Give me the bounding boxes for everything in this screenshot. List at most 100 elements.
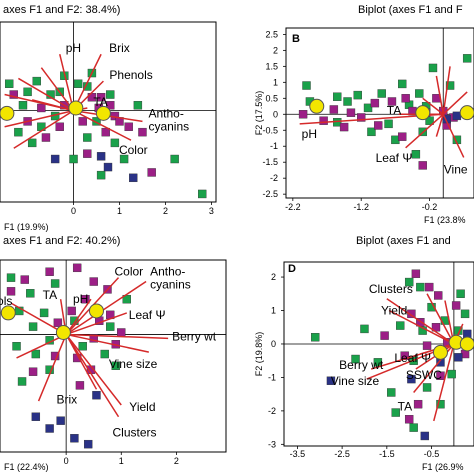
observation-point-green: [12, 342, 21, 351]
observation-point-magenta: [398, 132, 407, 141]
panel-title: axes F1 and F2: 38.4%): [3, 4, 120, 16]
y-tick-label: 1: [273, 77, 278, 87]
observation-point-green: [404, 277, 414, 287]
observation-point-green: [391, 408, 400, 417]
observation-point-green: [110, 138, 120, 148]
observation-point-magenta: [329, 105, 339, 114]
observation-point-green: [456, 289, 465, 298]
variable-vector: [65, 333, 122, 406]
vector-label: TA: [387, 103, 401, 117]
y-tick-label: 2: [273, 45, 278, 55]
vector-label: TA: [398, 399, 412, 413]
observation-point-magenta: [413, 399, 423, 409]
observation-point-green: [416, 282, 425, 292]
observation-point-magenta: [117, 328, 126, 337]
observation-point-green: [18, 101, 28, 110]
biplot-panel-b: Biplot (axes F1 and F pH TA Leaf Ψ Vine B -2.2…: [254, 4, 474, 225]
observation-point-green: [462, 54, 472, 63]
y-tick-label: -1: [270, 141, 278, 151]
observation-point-magenta: [6, 287, 16, 296]
x-tick-label: 1: [119, 456, 124, 466]
vector-label: Color: [119, 143, 148, 157]
observation-point-green: [17, 377, 27, 386]
vector-label: ols: [0, 294, 12, 308]
group-centroid: [95, 105, 111, 121]
observation-point-magenta: [83, 149, 92, 158]
vector-label: SSWC: [406, 368, 442, 382]
observation-point-green: [92, 117, 101, 126]
plot-area: [0, 260, 226, 452]
y-tick-label: -2.5: [262, 189, 278, 199]
group-centroid: [0, 305, 16, 321]
y-tick-label: -2: [268, 406, 276, 416]
group-centroid: [309, 98, 325, 114]
observation-point-magenta: [106, 101, 115, 110]
vector-label: Color: [115, 265, 144, 279]
variable-vector: [433, 343, 455, 422]
x-axis-label: F1 (19.9%): [4, 222, 49, 232]
observation-point-green: [436, 399, 445, 409]
observation-point-green: [377, 89, 386, 98]
observation-point-green: [73, 79, 83, 88]
variable-vector: [66, 333, 169, 340]
observation-point-magenta: [401, 94, 410, 103]
x-axis-label: F1 (22.4%): [4, 462, 49, 472]
vector-label: pH: [73, 292, 88, 306]
variable-vector: [65, 312, 128, 336]
observation-point-magenta: [75, 381, 85, 390]
observation-point-magenta: [380, 331, 389, 340]
observation-point-magenta: [53, 318, 63, 327]
vector-label: Yield: [129, 400, 155, 414]
y-tick-label: -2: [270, 173, 278, 183]
observation-point-magenta: [298, 110, 308, 119]
plot-area: [284, 262, 474, 446]
y-tick-label: 2: [271, 272, 276, 282]
vector-label: Vine size: [331, 374, 380, 388]
observation-point-green: [26, 289, 35, 298]
panel-letter: D: [288, 263, 296, 275]
observation-point-green: [50, 279, 60, 288]
observation-point-green: [106, 90, 115, 99]
observation-point-magenta: [72, 263, 82, 273]
vector-label: Brix: [56, 392, 77, 406]
observation-point-magenta: [9, 90, 18, 99]
observation-point-magenta: [425, 282, 434, 292]
observation-point-green: [396, 321, 405, 330]
observation-point-magenta: [404, 415, 414, 424]
observation-point-green: [198, 189, 207, 199]
variable-vector: [65, 334, 120, 418]
biplot-panel-c: axes F1 and F2: 40.2%) Color Antho-cyanins…: [0, 235, 227, 472]
variable-vector: [435, 114, 444, 137]
observation-point-green: [460, 309, 470, 319]
panel-title: axes F1 and F2: 40.2%): [3, 235, 120, 247]
variable-vector: [31, 99, 74, 112]
y-axis-label: F2 (17.5%): [254, 91, 264, 136]
x-tick-label: -1.5: [379, 449, 395, 459]
observation-point-magenta: [147, 168, 156, 177]
x-tick-label: 1: [117, 206, 122, 216]
observation-point-green: [83, 133, 92, 142]
x-tick-label: 0: [64, 456, 69, 466]
y-tick-label: 0: [273, 109, 278, 119]
variable-vector: [18, 77, 74, 112]
plot-area: [286, 28, 474, 198]
vector-label: Brix: [109, 41, 130, 55]
panel-title: Biplot (axes F1 and F: [358, 4, 463, 16]
observation-point-green: [428, 63, 438, 73]
observation-point-green: [119, 154, 129, 164]
observation-point-green: [6, 273, 16, 282]
observation-point-magenta: [436, 371, 445, 380]
observation-point-magenta: [37, 103, 46, 113]
plot-frame: [283, 261, 474, 447]
x-tick-label: 3: [209, 206, 214, 216]
observation-point-navy: [45, 424, 54, 433]
y-tick-label: 1.5: [265, 61, 278, 71]
plot-area: [0, 22, 216, 202]
observation-point-magenta: [346, 108, 356, 117]
vector-label: Yield: [381, 304, 407, 318]
vector-label: Vine size: [109, 357, 158, 371]
observation-point-navy: [454, 353, 463, 362]
y-tick-label: -1: [268, 372, 276, 382]
observation-point-magenta: [422, 341, 432, 350]
